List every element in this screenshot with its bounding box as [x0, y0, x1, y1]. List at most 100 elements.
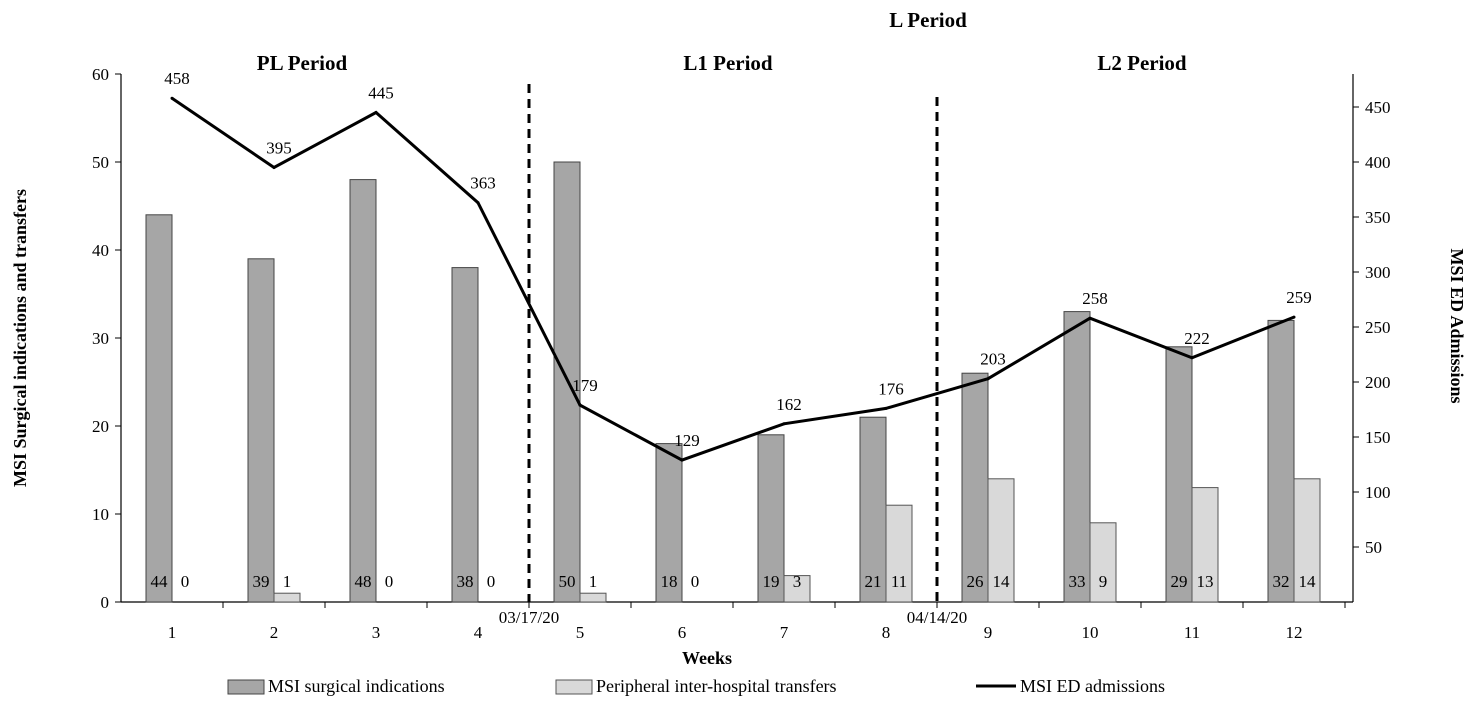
line-series	[170, 96, 1296, 462]
x-tick-label: 7	[780, 623, 789, 642]
transfers-value-label: 0	[691, 572, 700, 591]
left-tick-label: 10	[92, 505, 109, 524]
right-tick-label: 450	[1365, 98, 1391, 117]
right-tick-label: 350	[1365, 208, 1391, 227]
bar-interhospital-transfers	[987, 478, 1015, 603]
admissions-value-label: 176	[878, 379, 904, 398]
left-tick-label: 0	[101, 593, 110, 612]
admissions-point	[1088, 316, 1092, 320]
data-labels: 44 0 39 1 48 0 38 0 50 1 18 0 19 3 21 11 26 14 33 9 29 13 32 14…	[151, 69, 1317, 591]
bar-surgical-indications	[1165, 346, 1193, 603]
surgical-value-label: 48	[355, 572, 372, 591]
legend: MSI surgical indications Peripheral inter…	[227, 676, 1165, 696]
legend-label-surgical: MSI surgical indications	[268, 676, 445, 696]
transfers-value-label: 14	[993, 572, 1011, 591]
surgical-value-label: 26	[967, 572, 984, 591]
period-label-l: L Period	[889, 8, 967, 32]
bar-surgical-indications	[757, 434, 785, 603]
surgical-value-label: 18	[661, 572, 678, 591]
bars	[145, 161, 1321, 603]
surgical-value-label: 19	[763, 572, 780, 591]
transfers-value-label: 0	[181, 572, 190, 591]
transfers-value-label: 0	[487, 572, 496, 591]
admissions-value-label: 129	[674, 431, 700, 450]
x-tick-label: 9	[984, 623, 993, 642]
right-tick-label: 200	[1365, 373, 1391, 392]
x-tick-label: 2	[270, 623, 279, 642]
admissions-value-label: 259	[1286, 288, 1312, 307]
x-tick-label: 1	[168, 623, 177, 642]
bar-surgical-indications	[349, 179, 377, 603]
bar-interhospital-transfers	[885, 504, 913, 603]
right-tick-label: 250	[1365, 318, 1391, 337]
x-axis-title: Weeks	[682, 648, 732, 668]
surgical-value-label: 32	[1273, 572, 1290, 591]
admissions-value-label: 258	[1082, 289, 1108, 308]
bar-interhospital-transfers	[1293, 478, 1321, 603]
bar-surgical-indications	[145, 214, 173, 603]
surgical-value-label: 50	[559, 572, 576, 591]
admissions-value-label: 445	[368, 84, 394, 103]
x-tick-label: 12	[1286, 623, 1303, 642]
x-tick-label: 8	[882, 623, 891, 642]
divider-date-label: 03/17/20	[499, 608, 559, 627]
left-tick-label: 50	[92, 153, 109, 172]
bar-surgical-indications	[247, 258, 275, 603]
admissions-point	[578, 403, 582, 407]
legend-swatch-transfers	[555, 679, 593, 695]
admissions-value-label: 458	[164, 69, 190, 88]
transfers-value-label: 9	[1099, 572, 1108, 591]
bar-interhospital-transfers	[579, 592, 607, 603]
bar-interhospital-transfers	[783, 575, 811, 603]
admissions-value-label: 179	[572, 376, 598, 395]
bar-interhospital-transfers	[273, 592, 301, 603]
period-label: L1 Period	[683, 51, 773, 75]
x-tick-label: 11	[1184, 623, 1200, 642]
right-tick-label: 300	[1365, 263, 1391, 282]
bar-surgical-indications	[451, 267, 479, 603]
right-tick-label: 150	[1365, 428, 1391, 447]
right-axis-title: MSI ED Admissions	[1447, 248, 1467, 403]
right-tick-label: 100	[1365, 483, 1391, 502]
admissions-point	[782, 422, 786, 426]
admissions-point	[986, 377, 990, 381]
x-tick-label: 6	[678, 623, 687, 642]
admissions-value-label: 222	[1184, 329, 1210, 348]
right-tick-label: 50	[1365, 538, 1382, 557]
period-labels: L Period PL Period L1 Period L2 Period	[257, 8, 1187, 75]
bar-interhospital-transfers	[1089, 522, 1117, 603]
admissions-point	[170, 96, 174, 100]
left-tick-label: 60	[92, 65, 109, 84]
admissions-value-label: 363	[470, 174, 496, 193]
admissions-point	[884, 406, 888, 410]
left-tick-label: 20	[92, 417, 109, 436]
bar-surgical-indications	[1267, 319, 1295, 603]
x-tick-label: 5	[576, 623, 585, 642]
surgical-value-label: 33	[1069, 572, 1086, 591]
surgical-value-label: 39	[253, 572, 270, 591]
left-tick-label: 40	[92, 241, 109, 260]
transfers-value-label: 14	[1299, 572, 1317, 591]
admissions-value-label: 162	[776, 395, 802, 414]
transfers-value-label: 1	[589, 572, 598, 591]
admissions-point	[476, 201, 480, 205]
left-tick-label: 30	[92, 329, 109, 348]
bar-surgical-indications	[961, 372, 989, 603]
period-label: L2 Period	[1097, 51, 1187, 75]
transfers-value-label: 13	[1197, 572, 1214, 591]
admissions-point	[272, 166, 276, 169]
admissions-value-label: 395	[266, 139, 292, 158]
transfers-value-label: 3	[793, 572, 802, 591]
admissions-point	[374, 111, 378, 114]
left-axis-title: MSI Surgical indications and transfers	[10, 189, 30, 487]
transfers-value-label: 0	[385, 572, 394, 591]
surgical-value-label: 38	[457, 572, 474, 591]
admissions-point	[1190, 356, 1194, 360]
divider-date-label: 04/14/20	[907, 608, 967, 627]
admissions-value-label: 203	[980, 350, 1006, 369]
transfers-value-label: 1	[283, 572, 292, 591]
surgical-value-label: 44	[151, 572, 169, 591]
bar-surgical-indications	[859, 416, 887, 603]
x-tick-label: 4	[474, 623, 483, 642]
